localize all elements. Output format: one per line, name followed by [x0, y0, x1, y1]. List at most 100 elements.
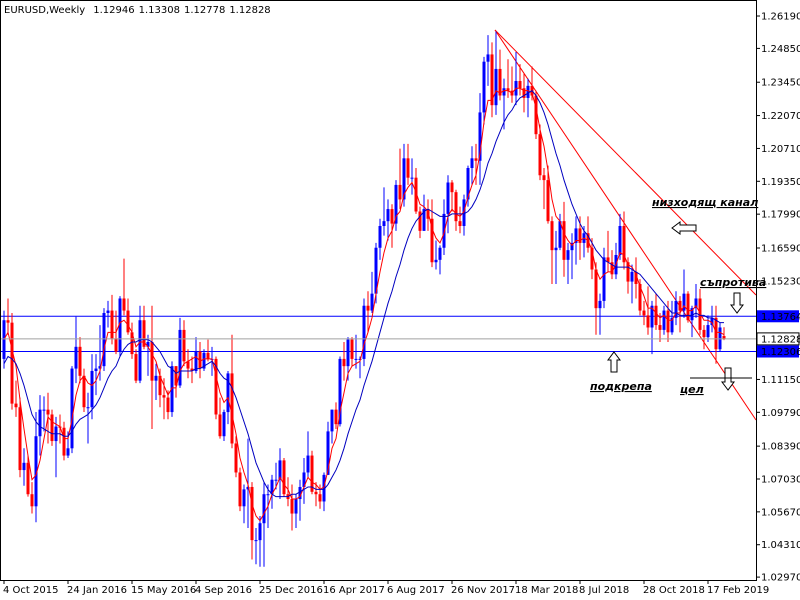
y-tick-label: 1.17990: [761, 210, 800, 221]
x-tick-label: 15 May 2016: [131, 585, 196, 596]
candle-body: [218, 414, 222, 437]
candle-body: [506, 88, 510, 91]
candle-body: [674, 300, 678, 318]
candle-body: [418, 211, 422, 231]
candle-body: [394, 184, 398, 224]
candle-body: [178, 329, 182, 386]
candle-body: [690, 308, 694, 321]
candle-body: [602, 257, 606, 301]
y-tick-label: 1.07030: [761, 474, 800, 485]
candle-body: [310, 455, 314, 492]
candle-body: [486, 54, 490, 62]
y-tick-label: 1.15230: [761, 276, 800, 287]
candle-body: [546, 180, 550, 222]
candle-body: [574, 228, 578, 243]
candle-body: [450, 182, 454, 193]
candle-body: [694, 298, 698, 309]
x-tick-label: 4 Sep 2016: [195, 585, 252, 596]
candle-body: [102, 312, 106, 367]
candle-body: [42, 409, 46, 411]
candle-body: [594, 269, 598, 309]
candle-body: [318, 494, 322, 502]
candle-body: [658, 325, 662, 330]
annotation-shapes: [607, 221, 752, 391]
candle-body: [698, 298, 702, 330]
candle-body: [410, 177, 414, 179]
candle-body: [74, 346, 78, 369]
candle-body: [306, 455, 310, 473]
y-tick-label: 1.04310: [761, 540, 800, 551]
candle-body: [610, 262, 614, 275]
candle-body: [458, 221, 462, 226]
annotation: цел: [680, 383, 704, 396]
candle-body: [562, 221, 566, 260]
candle-body: [618, 225, 622, 255]
candle-body: [30, 494, 34, 507]
candle-body: [538, 134, 542, 176]
moving-average: [3, 90, 724, 498]
candle-body: [182, 329, 186, 362]
candle-body: [638, 283, 642, 311]
candle-body: [130, 332, 134, 355]
candle-body: [434, 259, 438, 263]
candle-body: [78, 346, 82, 376]
candle-body: [162, 395, 166, 398]
candle-body: [678, 300, 682, 311]
candle-body: [590, 247, 594, 270]
candle-body: [46, 409, 50, 415]
candle-body: [278, 460, 282, 480]
y-tick-label: 1.26190: [761, 12, 800, 23]
candle-body: [334, 409, 338, 425]
moving-average: [3, 87, 725, 522]
candle-body: [106, 310, 110, 313]
candle-body: [654, 305, 658, 326]
symbol: EURUSD,Weekly: [4, 5, 85, 16]
candle-body: [242, 489, 246, 507]
last-price-label: 1.12828: [761, 334, 800, 345]
chart-header: EURUSD,Weekly 1.12946 1.13308 1.12778 1.1282…: [4, 5, 271, 16]
candle-body: [366, 305, 370, 311]
candle-body: [370, 293, 374, 311]
candle-body: [122, 298, 126, 311]
level-label: 1.13764: [761, 312, 800, 323]
candle-body: [710, 317, 714, 326]
annotation: подкрепа: [590, 380, 652, 393]
candle-body: [342, 358, 346, 367]
x-tick-label: 26 Nov 2017: [451, 585, 515, 596]
candle-body: [282, 460, 286, 495]
candle-body: [518, 81, 522, 89]
candle-body: [258, 523, 262, 541]
candle-body: [90, 370, 94, 408]
candle-body: [482, 61, 486, 113]
candle-body: [94, 368, 98, 371]
candle-body: [226, 373, 230, 413]
candle-body: [10, 322, 14, 404]
candle-body: [330, 409, 334, 432]
candle-body: [86, 407, 90, 409]
header-close: 1.12828: [229, 5, 270, 16]
candle-body: [70, 368, 74, 449]
plot-frame: [0, 0, 757, 581]
x-tick-label: 8 Jul 2018: [579, 585, 629, 596]
candle-body: [662, 310, 666, 330]
y-tick-label: 1.24850: [761, 44, 800, 55]
candle-body: [18, 407, 22, 471]
candle-body: [470, 158, 474, 169]
y-tick-label: 1.16590: [761, 243, 800, 254]
candle-body: [454, 192, 458, 222]
candle-body: [26, 462, 30, 495]
candle-body: [502, 88, 506, 96]
candle-body: [722, 336, 726, 339]
candle-body: [490, 54, 494, 106]
candle-body: [426, 209, 430, 219]
header-open: 1.12946: [93, 5, 134, 16]
candle-body: [666, 310, 670, 333]
candle-body: [22, 462, 26, 471]
candle-body: [174, 366, 178, 386]
candle-body: [646, 315, 650, 328]
candle-body: [238, 472, 242, 507]
candle-body: [66, 448, 70, 456]
candle-body: [62, 427, 66, 456]
